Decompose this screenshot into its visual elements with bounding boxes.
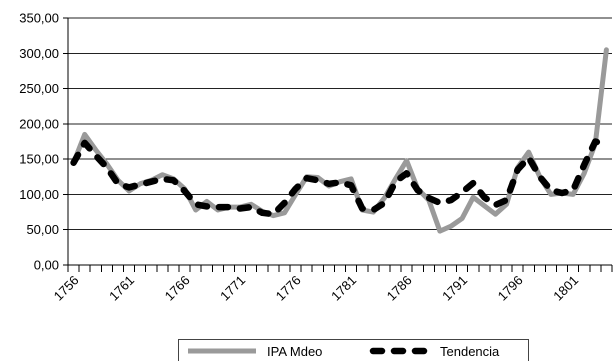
x-tick-label: 1756 (51, 273, 82, 304)
series-line-ipa-mdeo (71, 47, 609, 234)
series-lines (70, 47, 610, 234)
x-tick-label: 1776 (273, 273, 304, 304)
x-tick-label: 1761 (106, 273, 137, 304)
y-tick-label: 300,00 (19, 46, 59, 61)
y-tick-label: 50,00 (26, 222, 59, 237)
y-tick-label: 200,00 (19, 116, 59, 131)
series-line-tendencia (70, 138, 610, 218)
y-tick-label: 250,00 (19, 81, 59, 96)
x-tick-label: 1766 (162, 273, 193, 304)
y-axis: 0,00 50,00 100,00 150,00 200,00 250,00 300,00 3… (19, 11, 69, 273)
x-axis: 1756 1761 1766 1771 1776 1781 1786 1791 1796 1801 (51, 264, 613, 304)
y-tick-label: 350,00 (19, 11, 59, 26)
x-tick-label: 1801 (550, 273, 581, 304)
y-tick-label: 0,00 (34, 258, 59, 273)
legend-border (178, 339, 529, 361)
x-tick-label: 1771 (217, 273, 248, 304)
legend-label-tendencia: Tendencia (440, 344, 500, 359)
legend: IPA Mdeo Tendencia (178, 339, 529, 361)
x-tick-label: 1791 (439, 273, 470, 304)
gridlines (68, 17, 612, 231)
legend-label-ipa-mdeo: IPA Mdeo (267, 344, 322, 359)
x-tick-label: 1796 (495, 273, 526, 304)
x-tick-label: 1786 (384, 273, 415, 304)
x-tick-label: 1781 (328, 273, 359, 304)
y-tick-label: 150,00 (19, 152, 59, 167)
y-tick-label: 100,00 (19, 187, 59, 202)
